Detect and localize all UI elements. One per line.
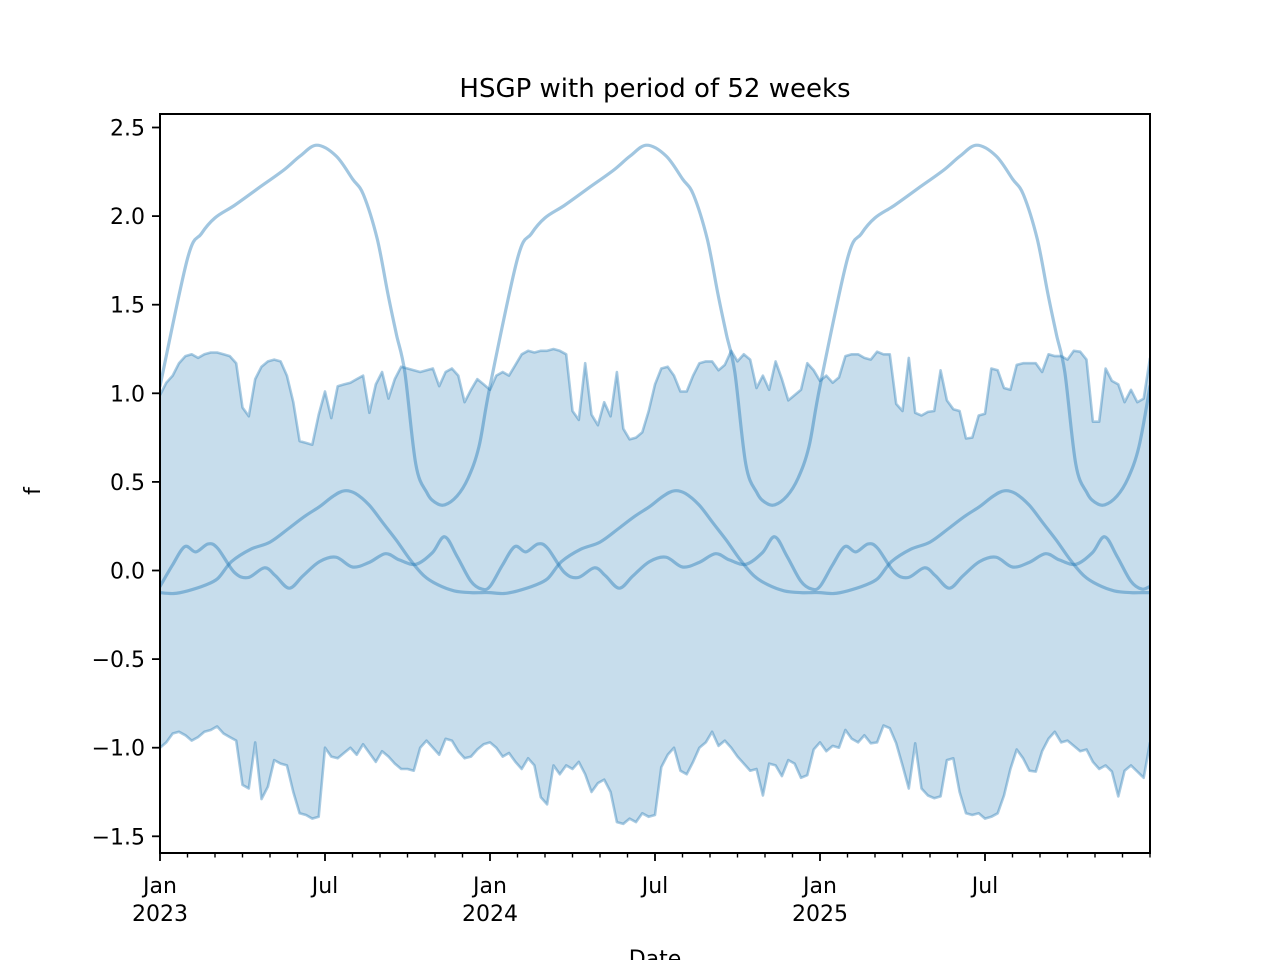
x-tick-label-year: 2023 — [132, 902, 188, 927]
y-tick-label: 2.5 — [110, 117, 145, 142]
x-tick-label: Jul — [970, 874, 999, 899]
tick-label-layer: Jan 2023 Jul Jan 2024 Jul Jan 2025 Jul 2.5 2.0 1.5 1… — [92, 117, 999, 928]
y-tick-label: −1.5 — [92, 825, 145, 850]
x-tick-label: Jan — [141, 874, 177, 899]
hdi-band-layer — [160, 347, 1150, 826]
x-axis-label: Date — [629, 947, 682, 960]
x-tick-label: Jul — [310, 874, 339, 899]
y-tick-label: −0.5 — [92, 648, 145, 673]
gp-sample-small-wiggly-curve — [160, 535, 1150, 592]
y-tick-label: −1.0 — [92, 737, 145, 762]
gp-sample-large-curve — [160, 143, 1150, 507]
y-tick-label: 2.0 — [110, 205, 145, 230]
y-tick-label: 0.0 — [110, 560, 145, 585]
tick-layer — [152, 126, 1151, 861]
y-axis-label: f — [21, 486, 46, 495]
gp-sample-medium-curve — [160, 489, 1150, 596]
y-tick-label: 1.0 — [110, 382, 145, 407]
hdi-band-lower-edge — [160, 724, 1150, 826]
sample-curves-layer — [160, 143, 1150, 596]
x-tick-label-year: 2024 — [462, 902, 518, 927]
x-tick-label: Jul — [640, 874, 669, 899]
x-tick-label: Jan — [471, 874, 507, 899]
y-tick-label: 1.5 — [110, 294, 145, 319]
hdi-band-fill — [160, 349, 1150, 824]
x-tick-label-year: 2025 — [792, 902, 848, 927]
hdi-band-upper-edge — [160, 347, 1150, 446]
y-tick-label: 0.5 — [110, 471, 145, 496]
chart-title: HSGP with period of 52 weeks — [459, 74, 850, 104]
x-tick-label: Jan — [801, 874, 837, 899]
